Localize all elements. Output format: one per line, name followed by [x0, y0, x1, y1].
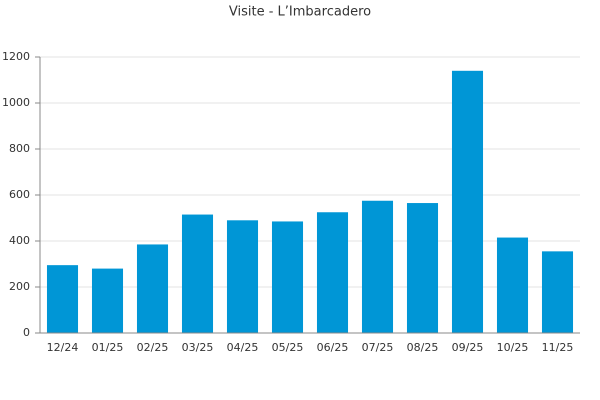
x-tick-label: 06/25 — [317, 341, 349, 354]
bar — [406, 203, 439, 333]
bar — [451, 70, 484, 334]
bar — [541, 251, 574, 333]
y-tick-label: 400 — [9, 234, 30, 247]
x-tick-label: 05/25 — [272, 341, 304, 354]
x-tick-label: 01/25 — [92, 341, 124, 354]
y-tick-label: 800 — [9, 142, 30, 155]
x-tick-label: 04/25 — [227, 341, 259, 354]
x-tick-label: 02/25 — [137, 341, 169, 354]
bar — [271, 221, 304, 333]
x-tick-label: 10/25 — [497, 341, 529, 354]
bar — [181, 214, 214, 333]
x-tick-label: 12/24 — [47, 341, 79, 354]
bar — [361, 200, 394, 333]
bar — [496, 237, 529, 333]
y-tick-label: 1200 — [2, 50, 30, 63]
y-tick-label: 1000 — [2, 96, 30, 109]
bar — [46, 265, 79, 333]
bar — [91, 268, 124, 333]
x-tick-label: 07/25 — [362, 341, 394, 354]
x-tick-label: 08/25 — [407, 341, 439, 354]
x-tick-label: 11/25 — [542, 341, 574, 354]
y-tick-label: 200 — [9, 280, 30, 293]
chart-title: Visite - L’Imbarcadero — [229, 5, 371, 20]
y-tick-label: 0 — [23, 326, 30, 339]
bar — [226, 220, 259, 333]
x-tick-label: 03/25 — [182, 341, 214, 354]
bar — [136, 244, 169, 333]
bar — [316, 212, 349, 333]
y-tick-label: 600 — [9, 188, 30, 201]
x-tick-label: 09/25 — [452, 341, 484, 354]
